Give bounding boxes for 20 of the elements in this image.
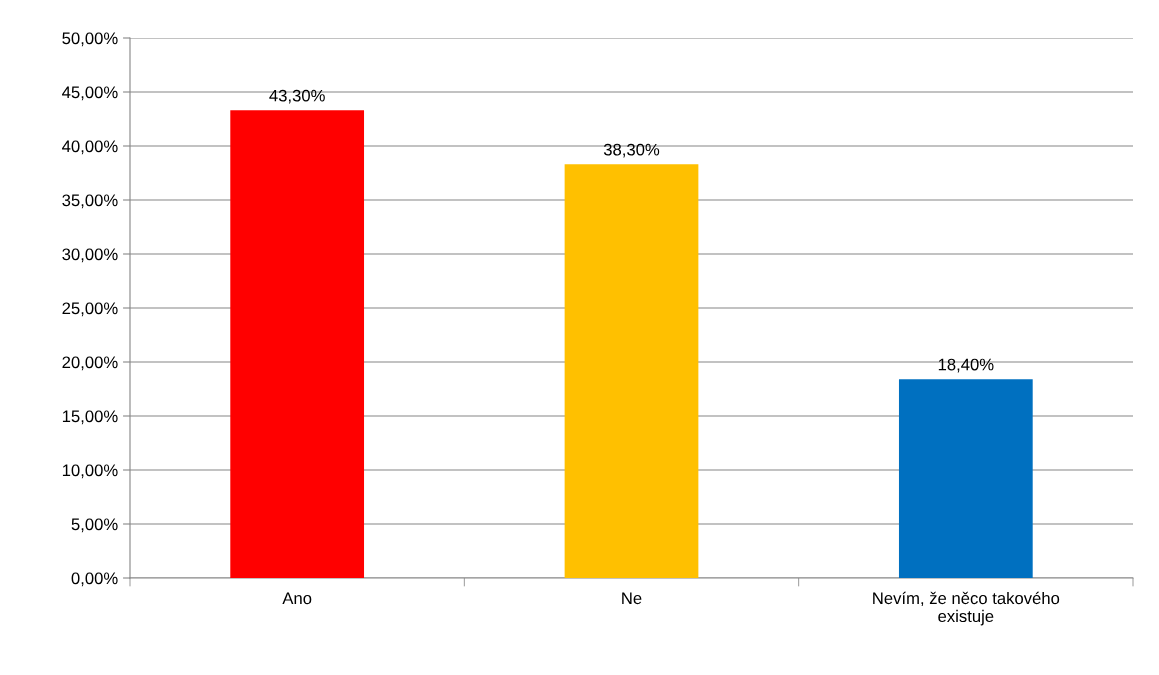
data-label: 18,40% xyxy=(938,358,994,373)
bar xyxy=(230,110,365,578)
x-tick-label: Nevím, že něco takového existuje xyxy=(873,591,1060,626)
y-tick-label: 30,00% xyxy=(62,248,118,263)
data-label: 38,30% xyxy=(603,143,660,158)
y-tick-label: 40,00% xyxy=(62,140,118,155)
x-tick-label: Ano xyxy=(282,592,312,605)
y-tick-label: 50,00% xyxy=(62,32,118,47)
y-tick-label: 25,00% xyxy=(62,302,118,317)
y-tick-label: 35,00% xyxy=(62,194,118,209)
bar xyxy=(564,164,699,578)
data-label: 43,30% xyxy=(269,89,325,104)
y-tick-label: 45,00% xyxy=(62,86,118,101)
y-tick-label: 0,00% xyxy=(71,572,118,587)
y-tick-label: 15,00% xyxy=(62,410,118,425)
y-tick-label: 20,00% xyxy=(62,356,118,371)
y-tick-label: 5,00% xyxy=(71,518,118,533)
x-tick-label: Ne xyxy=(622,592,642,605)
bar xyxy=(898,379,1033,578)
y-tick-label: 10,00% xyxy=(62,464,118,479)
